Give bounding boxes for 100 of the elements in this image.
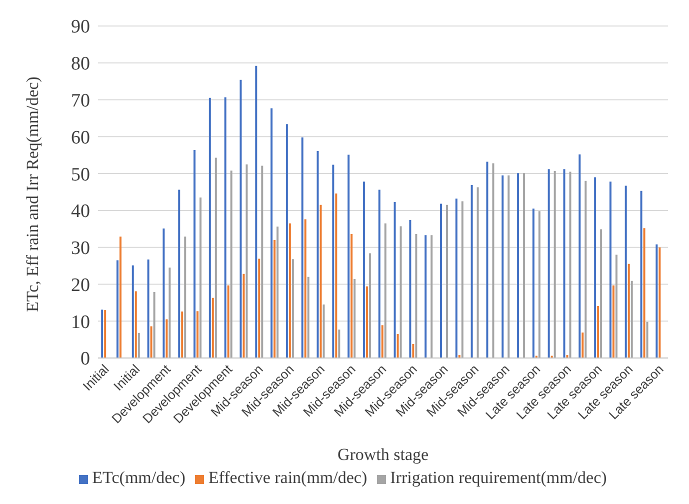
bar — [600, 229, 602, 358]
bar — [338, 330, 340, 358]
y-axis-title: ETc, Eff rain and Irr Req(mm/dec) — [23, 76, 42, 312]
bar — [430, 235, 433, 358]
bar — [446, 204, 448, 358]
y-tick-label: 50 — [71, 164, 90, 186]
bar — [569, 172, 572, 358]
bar — [624, 186, 627, 358]
bar — [168, 268, 171, 358]
bar — [153, 292, 156, 358]
bar — [119, 236, 122, 358]
bar — [582, 332, 584, 358]
bar — [628, 264, 630, 358]
bar — [242, 274, 245, 358]
bar — [274, 240, 276, 358]
y-tick-label: 80 — [71, 54, 90, 75]
legend-label: Effective rain(mm/dec) — [208, 468, 368, 487]
bar — [362, 182, 365, 358]
bar — [455, 198, 458, 358]
bar — [316, 151, 319, 358]
bar — [440, 204, 442, 358]
y-tick-label: 70 — [71, 90, 90, 112]
bar — [166, 319, 168, 358]
bar — [138, 332, 140, 358]
bar — [181, 312, 184, 358]
bar — [656, 244, 658, 358]
bar — [400, 226, 402, 358]
bar — [461, 201, 464, 358]
bar — [630, 280, 633, 358]
bar — [548, 169, 550, 358]
bar — [332, 164, 334, 358]
bar — [208, 98, 211, 358]
y-tick-label: 10 — [71, 312, 90, 333]
bar — [227, 285, 230, 358]
legend-label: ETc(mm/dec) — [92, 468, 186, 487]
bar — [276, 226, 279, 358]
bar — [200, 198, 202, 358]
bar — [615, 254, 618, 358]
y-tick-label: 30 — [71, 238, 90, 260]
bar — [396, 334, 399, 358]
bar — [134, 291, 137, 358]
bar — [212, 298, 214, 358]
bar — [320, 204, 322, 358]
y-tick-label: 0 — [80, 348, 90, 370]
bar — [147, 260, 150, 358]
bar — [240, 80, 242, 358]
bar — [350, 234, 353, 358]
bar — [286, 124, 288, 358]
bar — [508, 175, 510, 358]
bar — [307, 276, 310, 358]
bar — [394, 202, 396, 358]
bar — [348, 154, 350, 358]
bar — [230, 170, 232, 358]
bar — [255, 66, 258, 358]
bar — [196, 311, 199, 358]
bar — [486, 162, 488, 358]
bar — [378, 190, 380, 358]
bar — [563, 169, 566, 358]
bar — [304, 219, 306, 358]
bar — [101, 310, 104, 358]
bar — [184, 236, 186, 358]
y-tick-label: 90 — [71, 16, 90, 38]
bar — [476, 187, 479, 358]
bar — [301, 137, 304, 358]
bar — [270, 108, 273, 358]
bar — [584, 180, 587, 358]
bar — [288, 223, 291, 358]
bar — [104, 310, 106, 358]
bar — [381, 325, 384, 358]
bar — [366, 286, 368, 358]
y-tick-label: 40 — [71, 201, 90, 222]
legend-label: Irrigation requirement(mm/dec) — [390, 468, 607, 487]
bar — [424, 235, 427, 358]
bar — [178, 190, 180, 358]
bar — [517, 173, 520, 358]
bar — [532, 208, 534, 358]
bar — [214, 158, 217, 358]
bar — [578, 154, 581, 358]
bar — [643, 228, 646, 358]
bar — [132, 265, 134, 358]
bar — [194, 150, 196, 358]
bar — [162, 228, 165, 358]
bar — [612, 285, 614, 358]
bar — [258, 258, 260, 358]
bar — [292, 259, 294, 358]
bar — [594, 177, 596, 358]
bar — [538, 211, 540, 358]
bar — [415, 234, 418, 358]
bar — [646, 322, 648, 358]
bar — [412, 344, 414, 358]
bar — [597, 306, 600, 358]
bar — [658, 247, 661, 358]
bar — [409, 220, 412, 358]
bar — [335, 193, 338, 358]
y-tick-label: 60 — [71, 127, 90, 148]
bar — [384, 223, 386, 358]
bar — [261, 166, 264, 358]
x-axis-title: Growth stage — [337, 445, 429, 464]
y-tick-label: 20 — [71, 274, 90, 296]
bar — [224, 97, 226, 358]
